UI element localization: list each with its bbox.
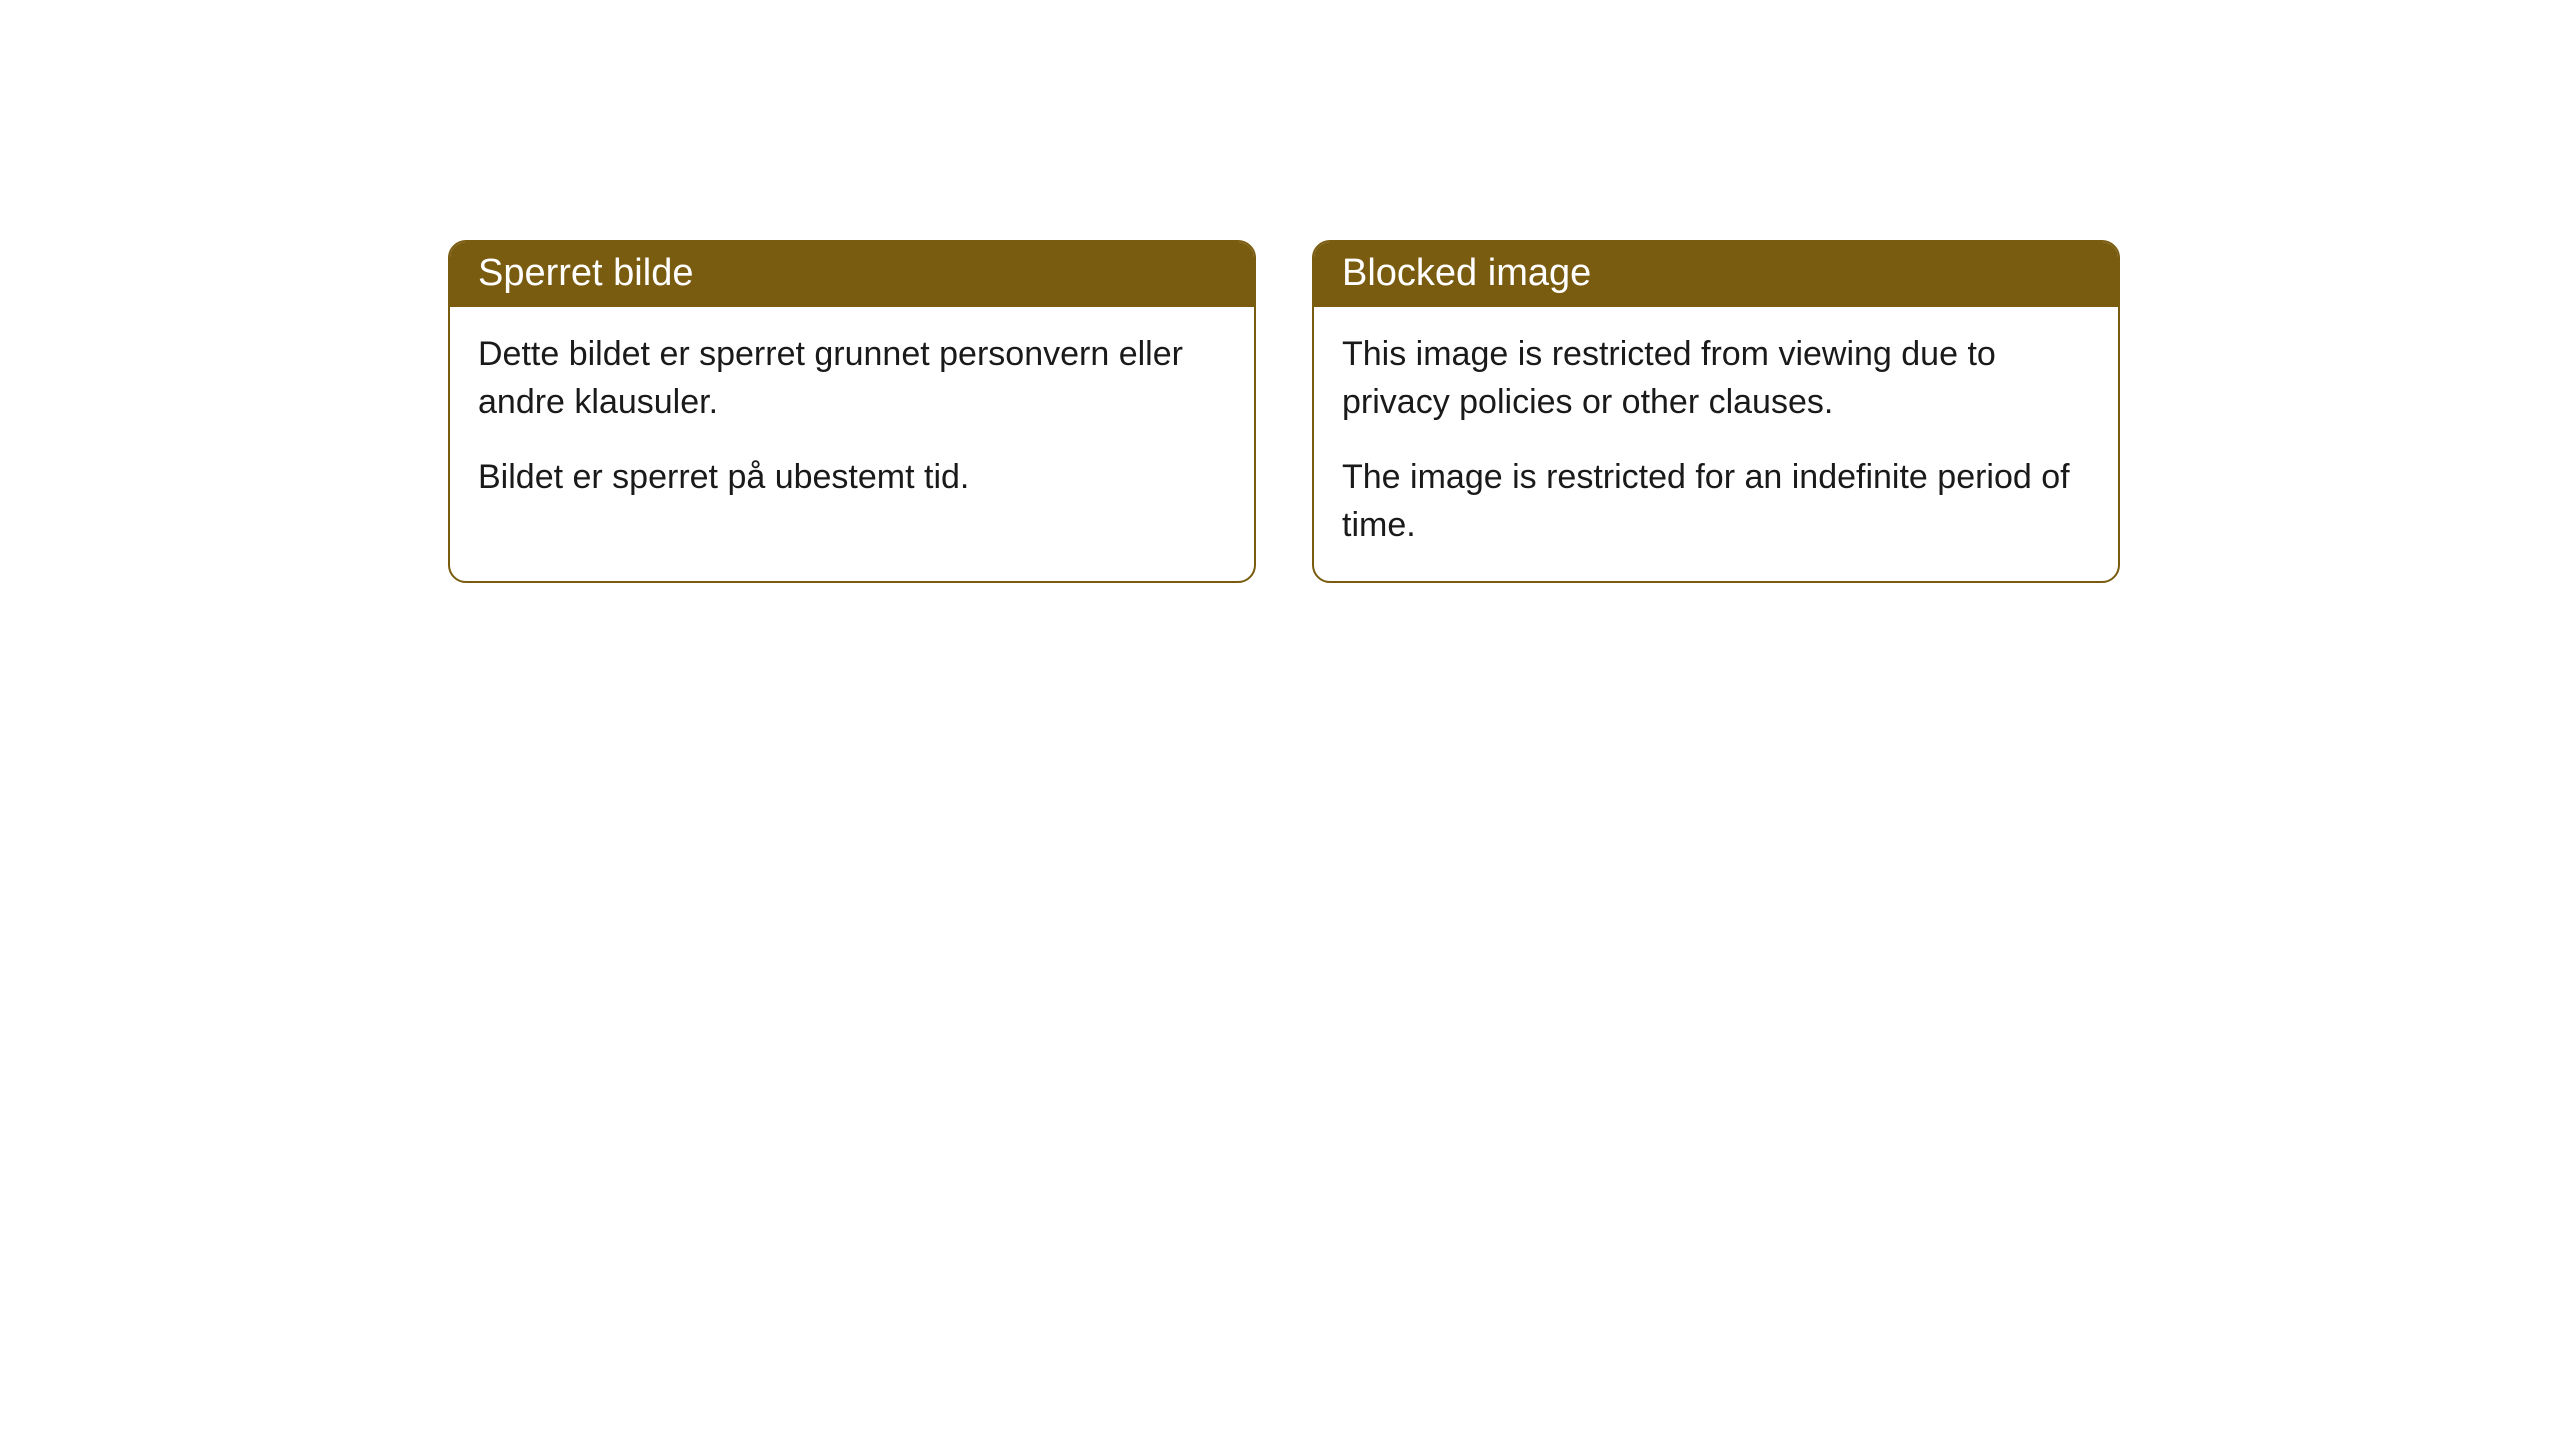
card-body: This image is restricted from viewing du…: [1314, 307, 2118, 581]
card-body: Dette bildet er sperret grunnet personve…: [450, 307, 1254, 534]
card-paragraph: This image is restricted from viewing du…: [1342, 331, 2090, 426]
notice-card-norwegian: Sperret bilde Dette bildet er sperret gr…: [448, 240, 1256, 583]
card-paragraph: Dette bildet er sperret grunnet personve…: [478, 331, 1226, 426]
card-paragraph: Bildet er sperret på ubestemt tid.: [478, 454, 1226, 502]
notice-card-english: Blocked image This image is restricted f…: [1312, 240, 2120, 583]
notice-cards-container: Sperret bilde Dette bildet er sperret gr…: [448, 240, 2120, 583]
card-header: Blocked image: [1314, 242, 2118, 307]
card-title: Sperret bilde: [478, 252, 693, 294]
card-header: Sperret bilde: [450, 242, 1254, 307]
card-title: Blocked image: [1342, 252, 1591, 294]
card-paragraph: The image is restricted for an indefinit…: [1342, 454, 2090, 549]
